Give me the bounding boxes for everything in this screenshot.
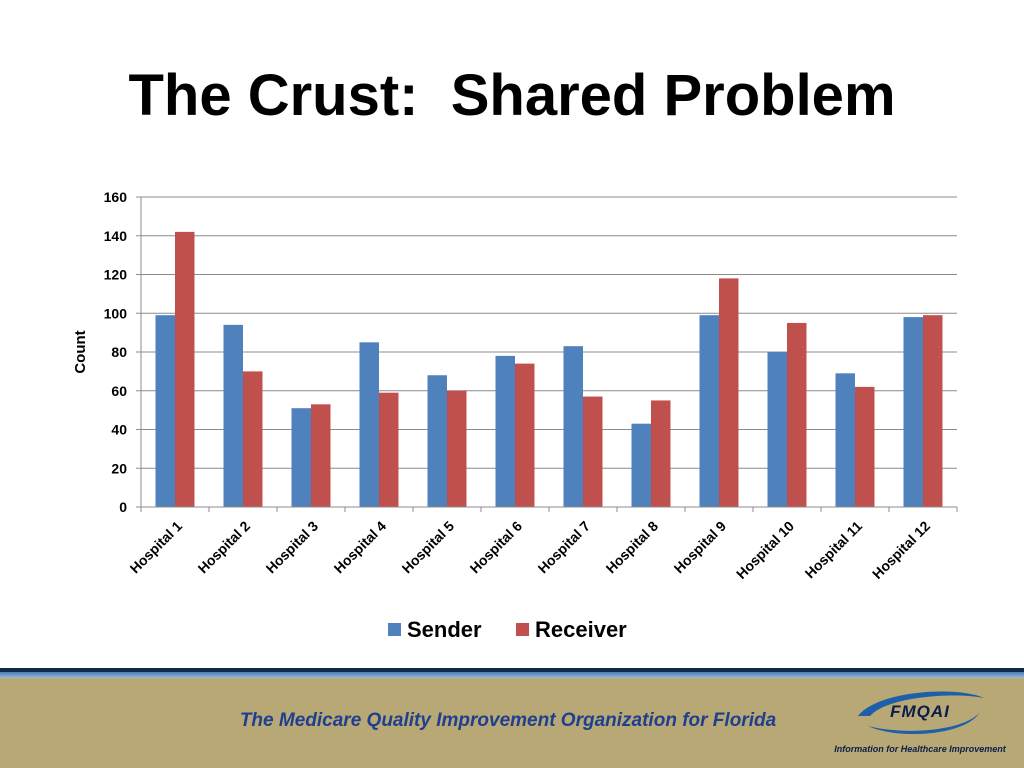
x-tick-label: Hospital 5	[398, 518, 457, 577]
y-axis-title: Count	[72, 330, 89, 373]
legend-swatch-receiver	[516, 623, 529, 636]
y-tick-label: 20	[111, 460, 127, 476]
legend-label-sender: Sender	[407, 617, 482, 642]
footer-tagline: The Medicare Quality Improvement Organiz…	[239, 710, 777, 731]
legend-label-receiver: Receiver	[535, 617, 627, 642]
bar-sender	[427, 375, 447, 507]
x-tick-label: Hospital 2	[194, 518, 253, 577]
logo-subtitle: Information for Healthcare Improvement	[834, 744, 1006, 754]
fmqai-logo: FMQAI Information for Healthcare Improve…	[830, 686, 1010, 764]
y-tick-label: 100	[104, 305, 128, 321]
bar-sender	[291, 408, 311, 507]
y-tick-label: 80	[111, 344, 127, 360]
y-tick-label: 40	[111, 422, 127, 438]
bar-sender	[563, 346, 583, 507]
x-tick-label: Hospital 1	[126, 518, 185, 577]
footer-band: The Medicare Quality Improvement Organiz…	[0, 668, 1024, 768]
bar-receiver	[175, 231, 195, 507]
x-tick-label: Hospital 8	[602, 518, 661, 577]
logo-name: FMQAI	[890, 702, 950, 721]
x-tick-label: Hospital 6	[466, 518, 525, 577]
x-tick-label: Hospital 11	[802, 518, 866, 582]
bar-sender	[767, 352, 787, 507]
y-tick-label: 120	[104, 267, 128, 283]
legend-swatch-sender	[388, 623, 401, 636]
bar-sender	[903, 317, 923, 507]
footer-stripe-blue	[0, 672, 1024, 678]
bar-receiver	[447, 390, 467, 507]
x-tick-label: Hospital 9	[670, 518, 729, 577]
bar-receiver	[719, 278, 739, 507]
bar-receiver	[311, 404, 331, 507]
bar-receiver	[243, 371, 263, 507]
bar-sender	[223, 324, 243, 507]
y-tick-label: 60	[111, 383, 127, 399]
x-tick-label: Hospital 3	[262, 518, 321, 577]
x-tick-label: Hospital 10	[733, 518, 797, 582]
bar-receiver	[515, 363, 535, 507]
y-tick-label: 160	[104, 189, 128, 205]
bar-receiver	[651, 400, 671, 507]
x-tick-label: Hospital 7	[534, 518, 593, 577]
bar-sender	[835, 373, 855, 507]
x-tick-label: Hospital 4	[330, 518, 389, 577]
footer-background	[0, 678, 1024, 768]
bar-sender	[359, 342, 379, 507]
slide-title: The Crust: Shared Problem	[128, 63, 896, 128]
bar-receiver	[583, 396, 603, 507]
footer-stripe	[0, 668, 1024, 672]
bar-receiver	[923, 315, 943, 507]
logo-swoosh-icon	[858, 691, 984, 735]
bar-sender	[631, 423, 651, 507]
x-tick-label: Hospital 12	[869, 518, 933, 582]
bar-receiver	[787, 322, 807, 507]
bar-sender	[155, 315, 175, 507]
y-tick-label: 140	[104, 228, 128, 244]
bar-sender	[699, 315, 719, 507]
bar-receiver	[855, 386, 875, 507]
bar-receiver	[379, 392, 399, 507]
bar-sender	[495, 355, 515, 507]
y-tick-label: 0	[119, 499, 127, 515]
